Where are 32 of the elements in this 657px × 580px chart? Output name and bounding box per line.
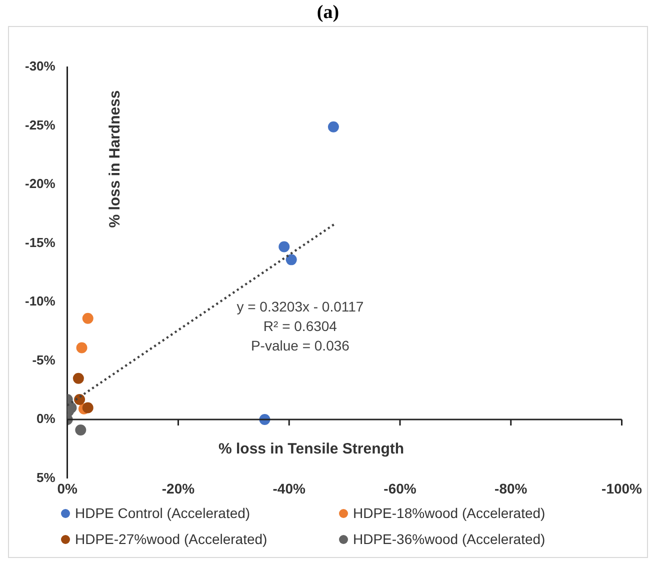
annotation: P-value = 0.036 [250, 337, 350, 354]
y-tick-label: -25% [24, 117, 56, 132]
legend-label: HDPE-18%wood (Accelerated) [353, 505, 546, 521]
x-tick-label: 0% [57, 480, 78, 496]
x-tick-label: -20% [162, 480, 196, 496]
chart-title: (a) [316, 2, 340, 24]
y-tick-label: -15% [24, 234, 56, 250]
legend-label: HDPE-27%wood (Accelerated) [75, 531, 268, 547]
x-tick-label: -80% [494, 480, 528, 496]
x-tick-label: -100% [602, 480, 643, 496]
y-tick-label: 5% [36, 470, 56, 485]
x-tick-label: -60% [384, 480, 417, 496]
y-axis-title: % loss in Hardness [106, 90, 124, 228]
point [82, 312, 94, 324]
point [328, 121, 339, 132]
x-axis-title: % loss in Tensile Strength [218, 440, 404, 458]
point [74, 394, 86, 405]
y-tick-label: -5% [32, 352, 56, 368]
annotation: y = 0.3203x - 0.0117 [236, 298, 364, 314]
y-tick-label: -20% [24, 176, 56, 192]
point [278, 241, 290, 252]
y-tick-label: 0% [36, 411, 56, 426]
point [82, 402, 94, 414]
y-tick-label: -10% [24, 294, 56, 309]
y-tick-label: -30% [24, 58, 56, 74]
point [286, 254, 297, 266]
x-tick-label: -40% [272, 480, 306, 496]
point [76, 342, 88, 354]
annotation: R² = 0.6304 [263, 318, 338, 334]
legend-label: HDPE-36%wood (Accelerated) [353, 531, 546, 547]
point [72, 372, 84, 384]
legend-label: HDPE Control (Accelerated) [75, 505, 250, 521]
